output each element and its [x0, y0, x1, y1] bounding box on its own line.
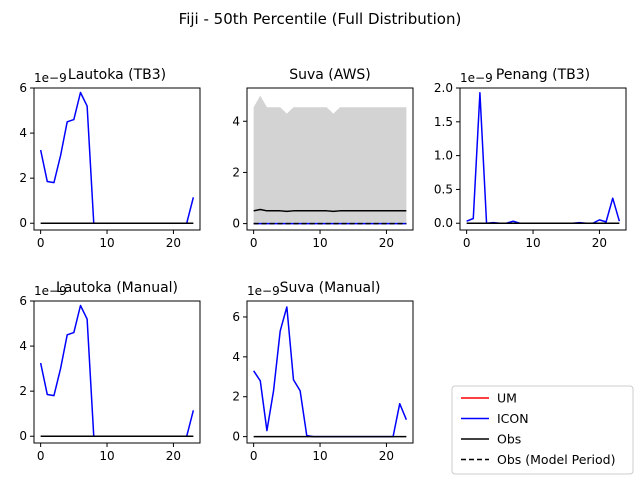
y-tick-label: 4 — [19, 339, 27, 353]
x-tick-label: 0 — [37, 449, 45, 463]
x-tick-label: 10 — [312, 449, 327, 463]
panel-title: Lautoka (TB3) — [68, 67, 166, 83]
axis-exponent-label: 1e−9 — [247, 284, 280, 298]
y-tick-label: 6 — [19, 294, 27, 308]
y-tick-label: 6 — [19, 81, 27, 95]
panel-5: 0 10 20 0 2 4 6 Suva (Manual)1e−9 — [232, 280, 414, 463]
y-tick-label: 0 — [19, 216, 27, 230]
axes-frame — [246, 87, 414, 231]
legend-label: ICON — [497, 411, 529, 426]
plot-area — [253, 306, 408, 438]
panel-3: 0 10 20 0.0 0.5 1.0 1.5 2.0 Penang (TB3)1e−9 — [434, 67, 627, 250]
x-tick-label: 10 — [99, 449, 114, 463]
legend-label: UM — [497, 391, 517, 406]
y-tick-label: 2 — [19, 171, 27, 185]
y-tick-label: 2 — [232, 165, 240, 179]
x-tick-label: 20 — [166, 236, 181, 250]
y-tick-label: 0 — [19, 429, 27, 443]
axes-frame — [246, 300, 414, 444]
axes-frame — [459, 87, 627, 231]
panel-title: Penang (TB3) — [496, 67, 590, 83]
x-tick-label: 20 — [379, 236, 394, 250]
series-obs — [253, 208, 407, 213]
x-tick-label: 20 — [592, 236, 607, 250]
plot-area — [466, 91, 621, 224]
axes-frame — [33, 87, 201, 231]
x-tick-label: 10 — [99, 236, 114, 250]
x-tick-label: 0 — [37, 236, 45, 250]
y-tick-label: 2 — [19, 384, 27, 398]
legend-label: Obs (Model Period) — [497, 452, 616, 467]
range-band — [253, 95, 407, 224]
y-tick-label: 4 — [19, 126, 27, 140]
x-tick-label: 20 — [379, 449, 394, 463]
x-tick-label: 0 — [250, 449, 258, 463]
panel-title: Lautoka (Manual) — [56, 280, 178, 296]
x-tick-label: 10 — [312, 236, 327, 250]
legend: UM ICON Obs Obs (Model Period) — [451, 385, 634, 475]
y-tick-label: 6 — [232, 310, 240, 324]
x-tick-label: 0 — [250, 236, 258, 250]
plot-area — [253, 95, 407, 225]
x-tick-label: 0 — [463, 236, 471, 250]
series-icon — [39, 91, 195, 224]
plot-area — [39, 91, 195, 224]
y-tick-label: 2 — [232, 390, 240, 404]
y-tick-label: 0 — [232, 430, 240, 444]
plot-area — [39, 304, 195, 437]
axis-exponent-label: 1e−9 — [34, 284, 67, 298]
axis-exponent-label: 1e−9 — [460, 71, 493, 85]
panel-4: 0 10 20 0 2 4 6 Lautoka (Manual)1e−9 — [19, 280, 201, 463]
series-icon — [39, 304, 195, 437]
y-tick-label: 0.0 — [434, 216, 453, 230]
x-tick-label: 20 — [166, 449, 181, 463]
legend-frame — [451, 385, 634, 475]
y-tick-label: 1.0 — [434, 149, 453, 163]
y-tick-label: 0.5 — [434, 182, 453, 196]
y-tick-label: 4 — [232, 350, 240, 364]
panel-1: 0 10 20 0 2 4 6 Lautoka (TB3)1e−9 — [19, 67, 201, 250]
y-tick-label: 2.0 — [434, 81, 453, 95]
y-tick-label: 4 — [232, 114, 240, 128]
figure-title: Fiji - 50th Percentile (Full Distributio… — [179, 10, 462, 28]
y-tick-label: 1.5 — [434, 115, 453, 129]
axis-exponent-label: 1e−9 — [34, 71, 67, 85]
panel-title: Suva (Manual) — [280, 280, 381, 296]
series-icon — [253, 306, 408, 438]
axes-frame — [33, 300, 201, 444]
y-tick-label: 0 — [232, 217, 240, 231]
series-icon — [466, 91, 621, 224]
panel-title: Suva (AWS) — [289, 67, 371, 83]
panel-2: 0 10 20 0 2 4 Suva (AWS) — [232, 67, 414, 250]
x-tick-label: 10 — [525, 236, 540, 250]
legend-label: Obs — [497, 432, 521, 447]
